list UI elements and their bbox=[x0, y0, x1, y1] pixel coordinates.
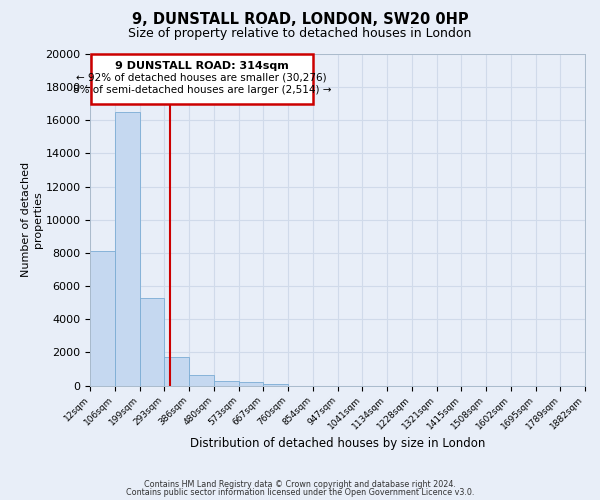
Bar bbox=[263, 384, 288, 386]
Bar bbox=[115, 112, 140, 386]
Text: 9 DUNSTALL ROAD: 314sqm: 9 DUNSTALL ROAD: 314sqm bbox=[115, 60, 289, 70]
Text: ← 92% of detached houses are smaller (30,276): ← 92% of detached houses are smaller (30… bbox=[76, 72, 327, 82]
Text: Contains HM Land Registry data © Crown copyright and database right 2024.: Contains HM Land Registry data © Crown c… bbox=[144, 480, 456, 489]
Text: 8% of semi-detached houses are larger (2,514) →: 8% of semi-detached houses are larger (2… bbox=[73, 86, 331, 96]
Y-axis label: Number of detached
properties: Number of detached properties bbox=[21, 162, 43, 278]
FancyBboxPatch shape bbox=[91, 54, 313, 104]
Text: Contains public sector information licensed under the Open Government Licence v3: Contains public sector information licen… bbox=[126, 488, 474, 497]
X-axis label: Distribution of detached houses by size in London: Distribution of detached houses by size … bbox=[190, 437, 485, 450]
Text: Size of property relative to detached houses in London: Size of property relative to detached ho… bbox=[128, 28, 472, 40]
Bar bbox=[189, 375, 214, 386]
Bar bbox=[214, 380, 239, 386]
Bar bbox=[164, 356, 189, 386]
Bar bbox=[239, 382, 263, 386]
Bar bbox=[90, 252, 115, 386]
Text: 9, DUNSTALL ROAD, LONDON, SW20 0HP: 9, DUNSTALL ROAD, LONDON, SW20 0HP bbox=[131, 12, 469, 28]
Bar bbox=[140, 298, 164, 386]
